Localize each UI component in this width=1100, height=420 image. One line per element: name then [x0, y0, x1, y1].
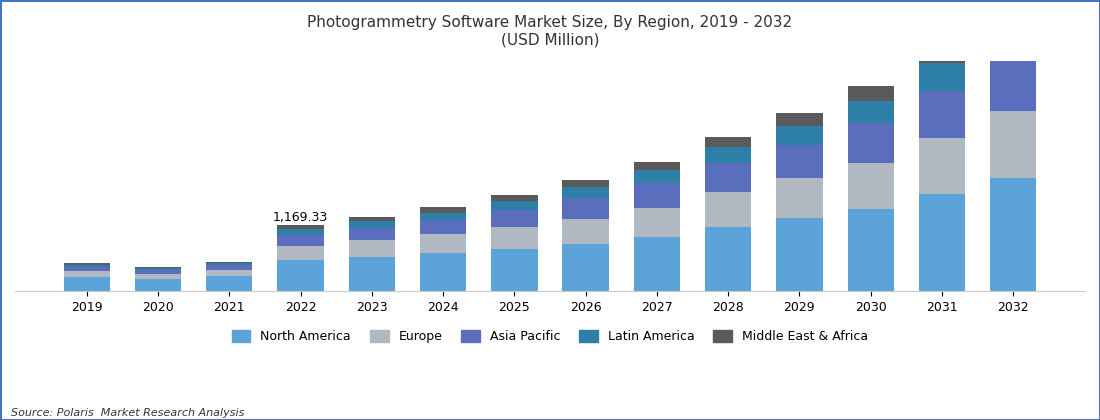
Bar — [705, 192, 751, 226]
Bar — [705, 147, 751, 163]
Bar — [918, 63, 965, 91]
Bar — [847, 86, 894, 101]
Bar — [990, 178, 1036, 291]
Bar — [777, 178, 823, 218]
Bar — [634, 208, 680, 236]
Bar — [64, 265, 110, 267]
Bar — [562, 198, 608, 219]
Bar — [847, 209, 894, 291]
Bar — [206, 265, 253, 270]
Bar — [492, 201, 538, 210]
Bar — [420, 207, 466, 213]
Bar — [277, 260, 323, 291]
Bar — [64, 277, 110, 291]
Bar — [990, 0, 1036, 21]
Bar — [634, 236, 680, 291]
Bar — [135, 267, 182, 268]
Bar — [64, 263, 110, 265]
Title: Photogrammetry Software Market Size, By Region, 2019 - 2032
(USD Million): Photogrammetry Software Market Size, By … — [307, 15, 793, 47]
Bar — [634, 184, 680, 208]
Bar — [420, 234, 466, 253]
Bar — [847, 163, 894, 209]
Bar — [705, 163, 751, 192]
Bar — [135, 268, 182, 270]
Bar — [777, 144, 823, 178]
Bar — [562, 187, 608, 198]
Bar — [349, 240, 395, 257]
Bar — [277, 246, 323, 260]
Bar — [634, 171, 680, 184]
Bar — [562, 219, 608, 244]
Bar — [705, 226, 751, 291]
Bar — [918, 138, 965, 194]
Bar — [349, 257, 395, 291]
Bar — [420, 213, 466, 220]
Bar — [277, 229, 323, 235]
Bar — [918, 91, 965, 138]
Bar — [135, 279, 182, 291]
Bar — [847, 123, 894, 163]
Bar — [492, 210, 538, 227]
Bar — [206, 276, 253, 291]
Bar — [562, 244, 608, 291]
Bar — [277, 235, 323, 246]
Bar — [847, 101, 894, 123]
Bar — [634, 162, 680, 171]
Bar — [990, 21, 1036, 54]
Legend: North America, Europe, Asia Pacific, Latin America, Middle East & Africa: North America, Europe, Asia Pacific, Lat… — [226, 324, 875, 349]
Text: Source: Polaris  Market Research Analysis: Source: Polaris Market Research Analysis — [11, 408, 244, 418]
Bar — [492, 195, 538, 201]
Bar — [349, 228, 395, 240]
Bar — [349, 221, 395, 228]
Bar — [492, 227, 538, 249]
Bar — [777, 218, 823, 291]
Bar — [562, 180, 608, 187]
Bar — [990, 111, 1036, 178]
Bar — [777, 113, 823, 126]
Bar — [420, 253, 466, 291]
Bar — [206, 262, 253, 263]
Bar — [777, 126, 823, 144]
Bar — [135, 270, 182, 274]
Bar — [206, 263, 253, 265]
Bar — [705, 136, 751, 147]
Bar — [918, 45, 965, 63]
Bar — [420, 220, 466, 234]
Bar — [64, 267, 110, 271]
Bar — [492, 249, 538, 291]
Bar — [64, 271, 110, 277]
Bar — [918, 194, 965, 291]
Bar — [990, 54, 1036, 111]
Bar — [206, 270, 253, 276]
Bar — [349, 217, 395, 221]
Bar — [135, 274, 182, 279]
Bar — [277, 226, 323, 229]
Text: 1,169.33: 1,169.33 — [273, 211, 328, 224]
